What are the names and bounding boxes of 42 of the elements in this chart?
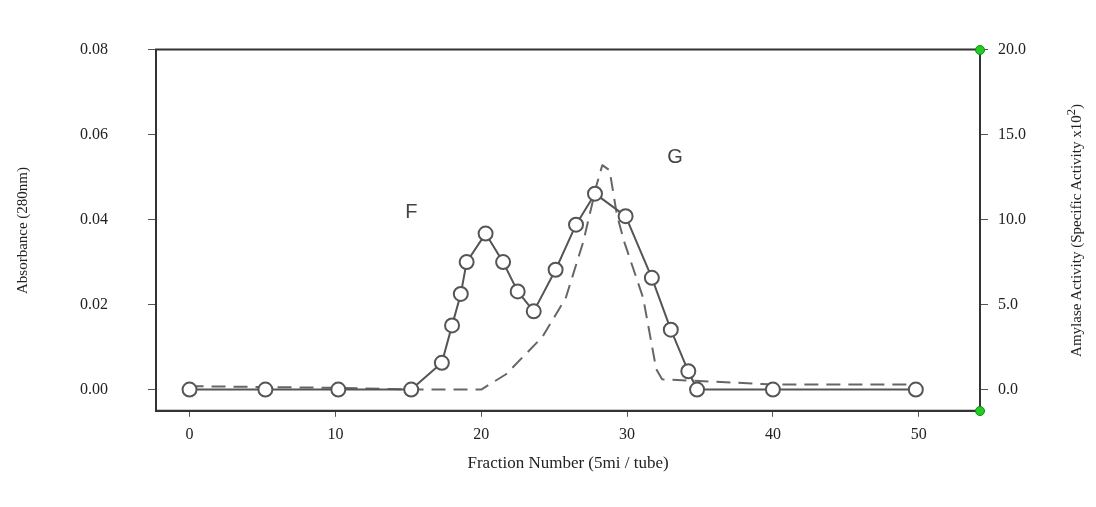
point (444, 317, 461, 334)
point (330, 381, 347, 398)
x-tick-label: 40 (764, 424, 781, 442)
point (525, 303, 542, 320)
x-tick-label: 30 (619, 424, 636, 442)
x-tick-label: 0 (185, 424, 194, 442)
y-tick-label: 0.04 (80, 209, 108, 227)
point (764, 381, 781, 398)
y2-tick-label: 0.0 (998, 379, 1018, 397)
point (181, 381, 198, 398)
y-axis-title: Absorbance (280nm) (13, 166, 31, 294)
x-tick-label: 20 (473, 424, 490, 442)
point (568, 216, 585, 233)
point (495, 254, 512, 271)
point (458, 254, 475, 271)
y-tick-label: 0.08 (80, 39, 108, 57)
y2-tick-label: 20.0 (998, 39, 1026, 57)
y2-tick-label: 15.0 (998, 124, 1026, 142)
x-axis-title: Fraction Number (5mi / tube) (467, 452, 669, 473)
point (907, 381, 924, 398)
y-tick-label: 0.06 (80, 124, 108, 142)
point (689, 381, 706, 398)
point (547, 261, 564, 278)
point (617, 208, 634, 225)
y2-tick-label: 5.0 (998, 294, 1018, 312)
y-tick-label: 0.02 (80, 294, 108, 312)
point (477, 225, 494, 242)
x-tick-label: 50 (910, 424, 927, 442)
x-tick-label: 10 (327, 424, 344, 442)
point (643, 269, 660, 286)
annotation: F (405, 199, 418, 222)
point (403, 381, 420, 398)
point (662, 321, 679, 338)
annotation: G (667, 145, 683, 168)
y2-tick-label: 10.0 (998, 209, 1026, 227)
point (680, 363, 697, 380)
y-tick-label: 0.00 (80, 379, 108, 397)
point (586, 185, 603, 202)
point (509, 283, 526, 300)
point (257, 381, 274, 398)
point (452, 285, 469, 302)
point (433, 354, 450, 371)
